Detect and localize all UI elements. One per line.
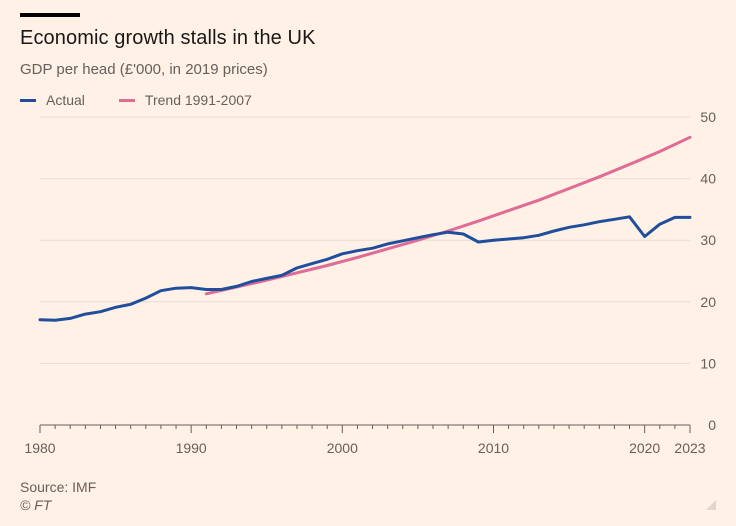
y-tick-label-40: 40 (700, 171, 716, 187)
x-tick-label-2020: 2020 (629, 440, 660, 456)
source-note: Source: IMF (20, 479, 97, 495)
y-tick-label-10: 10 (700, 355, 716, 371)
x-tick-label-1980: 1980 (24, 440, 55, 456)
legend: Actual Trend 1991-2007 (20, 90, 286, 110)
y-tick-label-0: 0 (708, 417, 716, 433)
legend-label-trend: Trend 1991-2007 (144, 92, 252, 108)
legend-item-trend: Trend 1991-2007 (118, 92, 252, 108)
x-tick-label-2010: 2010 (478, 440, 509, 456)
series-line-trend (204, 135, 692, 296)
legend-item-actual: Actual (20, 92, 85, 108)
y-tick-label-50: 50 (700, 109, 716, 125)
x-tick-label-2023: 2023 (674, 440, 705, 456)
x-tick-label-1990: 1990 (176, 440, 207, 456)
copyright-note: © FT (20, 497, 52, 513)
legend-swatch-trend (118, 98, 135, 102)
x-tick-label-2000: 2000 (327, 440, 358, 456)
ft-header-bar (20, 13, 80, 17)
resize-corner-icon (706, 500, 716, 510)
chart-subtitle: GDP per head (£'000, in 2019 prices) (20, 61, 268, 78)
legend-label-actual: Actual (46, 92, 85, 108)
legend-swatch-actual (20, 98, 36, 102)
y-tick-label-20: 20 (700, 294, 716, 310)
series-line-actual (38, 215, 692, 322)
chart-title: Economic growth stalls in the UK (20, 27, 316, 49)
y-tick-label-30: 30 (700, 232, 716, 248)
